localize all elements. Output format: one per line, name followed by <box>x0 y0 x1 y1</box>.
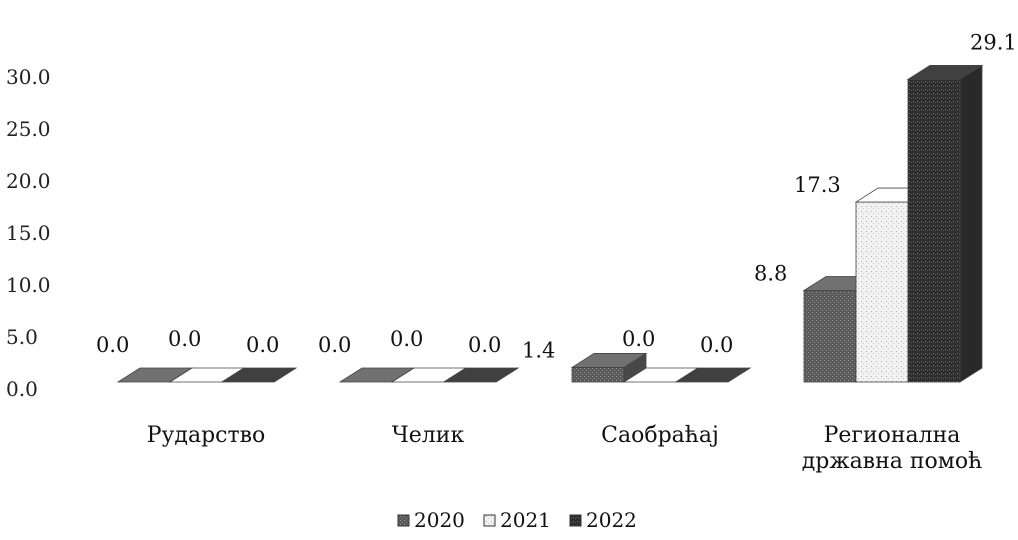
data-labels: 0.0 0.0 0.0 0.0 0.0 0.0 1.4 0.0 0.0 8.8 17.3 29.1 <box>96 30 1017 362</box>
data-label: 1.4 <box>522 338 555 362</box>
bar <box>220 367 298 383</box>
data-label: 0.0 <box>246 333 279 357</box>
y-tick-label: 5.0 <box>6 325 38 349</box>
bar <box>570 352 648 383</box>
legend-item: 2022 <box>569 508 637 532</box>
category-label: Саобраћај <box>601 423 719 448</box>
bar <box>442 367 520 383</box>
data-label: 0.0 <box>168 327 201 351</box>
legend-item: 2021 <box>483 508 551 532</box>
legend: 2020 2021 2022 <box>397 508 637 532</box>
category-label: Регионална државна помоћ <box>802 423 983 474</box>
bars <box>116 64 984 383</box>
data-label: 0.0 <box>468 333 501 357</box>
category-label: Челик <box>392 423 465 448</box>
y-tick-label: 20.0 <box>6 169 51 193</box>
y-tick-label: 0.0 <box>6 377 38 401</box>
bar <box>906 64 984 383</box>
legend-label: 2021 <box>500 508 551 532</box>
y-tick-label: 10.0 <box>6 273 51 297</box>
category-label: Рударство <box>147 423 266 448</box>
y-axis: 0.0 5.0 10.0 15.0 20.0 25.0 30.0 <box>6 65 51 401</box>
data-label: 17.3 <box>794 173 841 197</box>
y-tick-label: 30.0 <box>6 65 51 89</box>
legend-item: 2020 <box>397 508 465 532</box>
y-tick-label: 15.0 <box>6 221 51 245</box>
data-label: 0.0 <box>390 327 423 351</box>
data-label: 0.0 <box>318 333 351 357</box>
data-label: 0.0 <box>622 327 655 351</box>
data-label: 29.1 <box>970 30 1017 54</box>
legend-label: 2020 <box>414 508 465 532</box>
legend-label: 2022 <box>586 508 637 532</box>
data-label: 8.8 <box>754 261 787 285</box>
data-label: 0.0 <box>700 333 733 357</box>
y-tick-label: 25.0 <box>6 117 51 141</box>
bar <box>674 367 752 383</box>
category-labels: Рударство Челик Саобраћај Регионална државна… <box>147 423 983 474</box>
data-label: 0.0 <box>96 333 129 357</box>
